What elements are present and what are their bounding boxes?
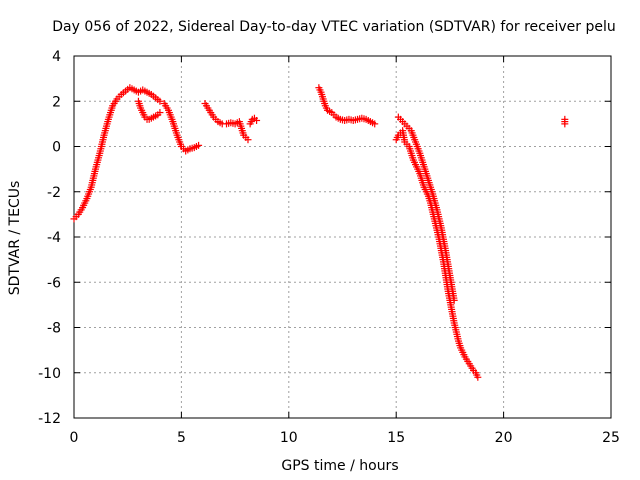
data-point	[195, 141, 203, 149]
grid-lines	[74, 56, 611, 418]
x-tick-label: 0	[70, 430, 79, 446]
x-axis-label: GPS time / hours	[281, 458, 398, 474]
data-point	[253, 116, 261, 124]
chart-title: Day 056 of 2022, Sidereal Day-to-day VTE…	[52, 19, 615, 35]
axis-ticks	[73, 55, 612, 419]
y-axis-label: SDTVAR / TECUs	[7, 181, 23, 296]
x-tick-label: 5	[177, 430, 186, 446]
data-point	[156, 97, 164, 105]
x-tick-label: 15	[387, 430, 405, 446]
data-point	[450, 296, 458, 304]
data-point	[244, 136, 252, 144]
y-tick-label: -4	[47, 230, 61, 246]
data-point	[561, 120, 569, 128]
data-points	[70, 84, 569, 381]
data-point	[371, 120, 379, 128]
x-tick-label: 25	[602, 430, 620, 446]
y-tick-label: -2	[47, 185, 61, 201]
y-tick-label: -10	[38, 366, 61, 382]
data-point	[156, 109, 164, 117]
y-tick-label: 2	[52, 94, 61, 110]
y-tick-label: 0	[52, 140, 61, 156]
x-tick-label: 20	[495, 430, 513, 446]
y-tick-label: -8	[47, 321, 61, 337]
y-tick-label: 4	[52, 49, 61, 65]
y-tick-label: -6	[47, 275, 61, 291]
x-tick-label: 10	[280, 430, 298, 446]
data-point	[474, 373, 482, 381]
y-tick-label: -12	[38, 411, 61, 427]
